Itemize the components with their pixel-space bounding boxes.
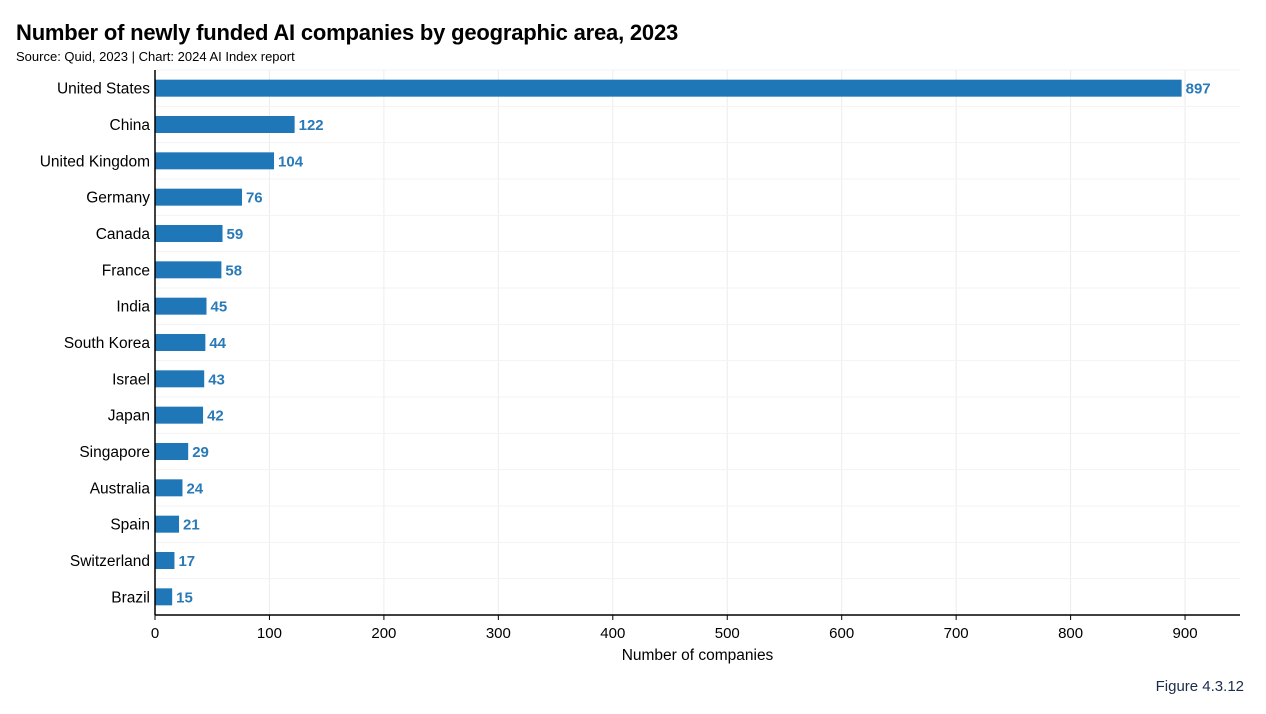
bar bbox=[155, 370, 205, 388]
x-tick-label: 200 bbox=[371, 625, 396, 642]
category-label: Japan bbox=[108, 408, 150, 425]
value-label: 17 bbox=[178, 553, 195, 570]
category-label: Spain bbox=[110, 517, 150, 534]
category-label: Singapore bbox=[79, 444, 150, 461]
category-label: Australia bbox=[90, 480, 151, 497]
value-label: 24 bbox=[186, 480, 203, 497]
category-label: Germany bbox=[86, 190, 150, 207]
value-label: 15 bbox=[176, 589, 193, 606]
value-label: 58 bbox=[225, 262, 242, 279]
value-label: 21 bbox=[183, 517, 200, 534]
grid-lines bbox=[155, 69, 1240, 616]
category-label: United Kingdom bbox=[40, 153, 150, 170]
bar bbox=[155, 443, 189, 460]
category-label: France bbox=[102, 262, 150, 279]
value-label: 29 bbox=[192, 444, 209, 461]
figure-label: Figure 4.3.12 bbox=[1155, 678, 1244, 695]
category-label: India bbox=[116, 299, 150, 316]
category-label: China bbox=[110, 117, 151, 134]
category-label: Israel bbox=[112, 371, 150, 388]
category-label: United States bbox=[57, 81, 150, 98]
axes bbox=[154, 70, 1240, 620]
bar bbox=[155, 552, 175, 569]
x-tick-label: 600 bbox=[829, 625, 854, 642]
x-tick-label: 0 bbox=[151, 625, 159, 642]
bar bbox=[155, 588, 173, 606]
bar bbox=[155, 334, 206, 351]
value-label: 897 bbox=[1186, 81, 1211, 98]
x-axis-title: Number of companies bbox=[622, 647, 774, 664]
x-tick-label: 700 bbox=[944, 625, 969, 642]
category-label: Brazil bbox=[111, 589, 150, 606]
x-tick-label: 300 bbox=[486, 625, 511, 642]
x-tick-label: 500 bbox=[715, 625, 740, 642]
value-label: 43 bbox=[208, 371, 225, 388]
value-label: 44 bbox=[209, 335, 226, 352]
x-tick-label: 400 bbox=[600, 625, 625, 642]
bar bbox=[155, 515, 180, 533]
bar bbox=[155, 261, 222, 279]
value-label: 76 bbox=[246, 190, 263, 207]
value-label: 45 bbox=[211, 299, 228, 316]
bar bbox=[155, 297, 207, 315]
x-tick-label: 100 bbox=[257, 625, 282, 642]
bars bbox=[155, 79, 1182, 606]
value-label: 104 bbox=[278, 153, 304, 170]
bar bbox=[155, 188, 242, 206]
x-tick-label: 900 bbox=[1173, 625, 1198, 642]
bar bbox=[155, 225, 223, 242]
value-label: 59 bbox=[227, 226, 244, 243]
bar bbox=[155, 116, 295, 133]
value-label: 42 bbox=[207, 408, 224, 425]
chart-title: Number of newly funded AI companies by g… bbox=[16, 20, 679, 45]
category-label: South Korea bbox=[64, 335, 151, 352]
bar bbox=[155, 406, 204, 424]
bar bbox=[155, 79, 1182, 97]
bar bbox=[155, 479, 183, 497]
bar bbox=[155, 152, 275, 170]
chart-subtitle: Source: Quid, 2023 | Chart: 2024 AI Inde… bbox=[16, 49, 295, 64]
category-label: Switzerland bbox=[70, 553, 150, 570]
value-label: 122 bbox=[299, 117, 324, 134]
category-label: Canada bbox=[96, 226, 151, 243]
labels: United States 897 China 122 United Kingdom 10… bbox=[40, 81, 1211, 664]
x-tick-label: 800 bbox=[1058, 625, 1083, 642]
